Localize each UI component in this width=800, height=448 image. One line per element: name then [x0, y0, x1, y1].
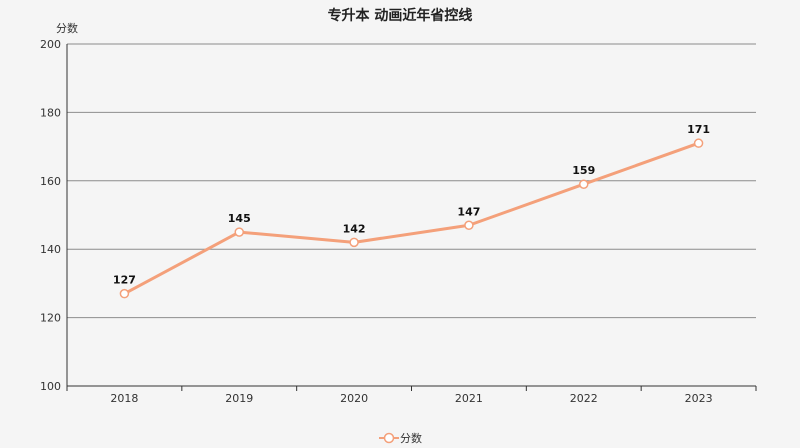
legend-marker — [383, 432, 395, 444]
x-tick-label: 2018 — [110, 392, 138, 405]
data-label: 127 — [113, 274, 136, 287]
x-tick-label: 2021 — [455, 392, 483, 405]
axes — [66, 44, 757, 391]
data-point[interactable] — [693, 138, 704, 148]
y-tick-labels: 100 120 140 160 180 200 — [40, 38, 61, 393]
data-label: 159 — [572, 164, 595, 177]
data-point[interactable] — [464, 220, 474, 231]
data-point[interactable] — [349, 237, 359, 248]
series-layer — [119, 138, 704, 299]
y-tick-label: 180 — [40, 106, 61, 119]
x-tick-labels: 2018 2019 2020 2021 2022 2023 — [110, 392, 712, 405]
chart-title: 专升本 动画近年省控线 — [328, 7, 473, 24]
x-tick-label: 2019 — [225, 392, 253, 405]
x-tick-label: 2023 — [685, 392, 713, 405]
data-point[interactable] — [234, 227, 244, 237]
y-tick-label: 120 — [40, 312, 61, 325]
data-label: 145 — [228, 212, 251, 225]
y-axis-label: 分数 — [56, 22, 78, 35]
x-tick-label: 2020 — [340, 392, 368, 405]
y-tick-label: 200 — [40, 38, 61, 51]
gridlines — [67, 43, 756, 319]
data-point[interactable] — [119, 288, 130, 299]
y-tick-label: 100 — [40, 380, 61, 393]
data-point[interactable] — [579, 179, 589, 189]
legend-label: 分数 — [400, 432, 422, 445]
x-tick-label: 2022 — [570, 392, 598, 405]
y-tick-label: 140 — [40, 243, 61, 256]
data-labels: 127 145 142 147 159 171 — [113, 123, 710, 286]
data-label: 147 — [457, 205, 480, 218]
series-line — [123, 141, 700, 295]
y-tick-label: 160 — [40, 175, 61, 188]
data-label: 142 — [343, 222, 366, 235]
legend[interactable]: 分数 — [379, 432, 422, 445]
data-label: 171 — [687, 123, 710, 136]
